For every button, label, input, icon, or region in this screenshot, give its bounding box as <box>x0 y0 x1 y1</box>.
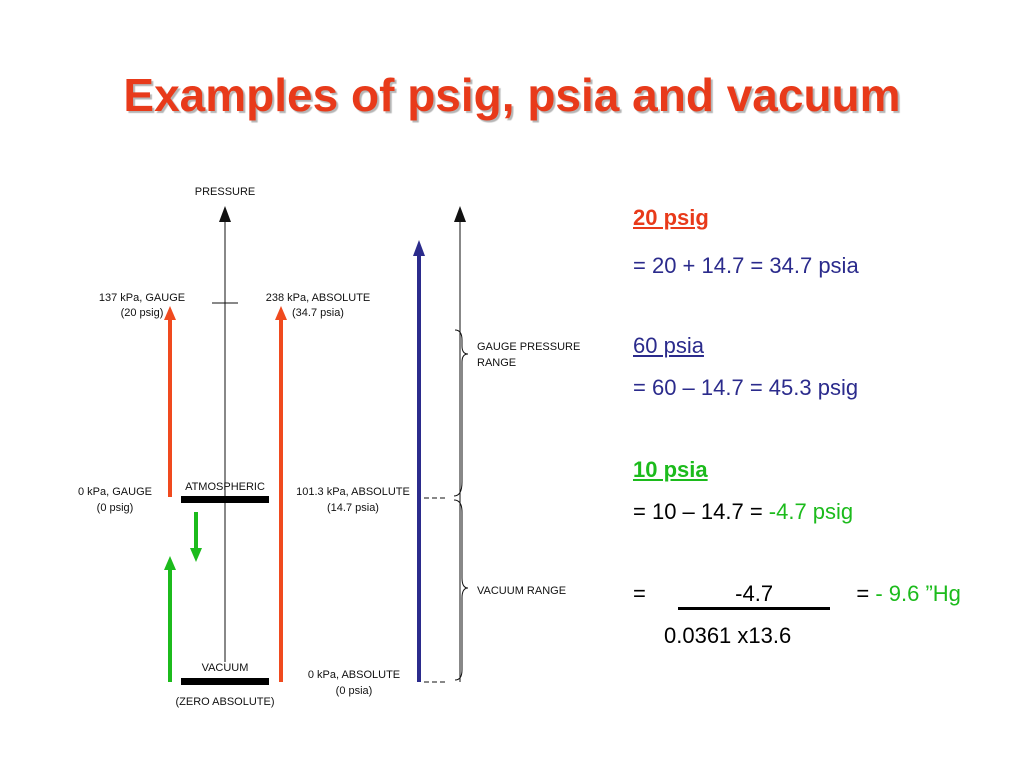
fraction-numerator: -4.7 <box>678 581 831 610</box>
abs-238-label: 238 kPa, ABSOLUTE <box>266 292 371 304</box>
gauge-range-label-2: RANGE <box>477 357 516 369</box>
fraction-denominator: 0.0361 x13.6 <box>664 623 792 648</box>
example-10-psia-calc-prefix: = 10 – 14.7 = <box>633 499 769 524</box>
example-20-psig-calc: = 20 + 14.7 = 34.7 psia <box>633 253 859 278</box>
green-down-arrowhead <box>190 548 202 562</box>
absolute-red-arrowhead <box>275 306 287 320</box>
slide-title: Examples of psig, psia and vacuum <box>123 69 901 121</box>
gauge-0-label: 0 kPa, GAUGE <box>78 486 152 498</box>
gauge-137-psig-label: (20 psig) <box>121 307 164 319</box>
gauge-range-brace <box>453 329 469 497</box>
green-up-arrowhead <box>164 556 176 570</box>
blue-arrowhead <box>413 240 425 256</box>
gauge-range-label: GAUGE PRESSURE <box>477 341 580 353</box>
vacuum-range-label: VACUUM RANGE <box>477 585 566 597</box>
abs-0-psia-label: (0 psia) <box>336 685 373 697</box>
abs-101-psia-label: (14.7 psia) <box>327 502 379 514</box>
zero-absolute-label: (ZERO ABSOLUTE) <box>175 696 274 708</box>
vacuum-bar <box>181 678 269 685</box>
example-60-psia-heading: 60 psia <box>633 333 704 358</box>
vacuum-range-brace <box>453 499 469 681</box>
abs-0-label: 0 kPa, ABSOLUTE <box>308 669 400 681</box>
atmospheric-bar <box>181 496 269 503</box>
pressure-label: PRESSURE <box>195 186 256 198</box>
fraction-result-equals: = <box>856 581 876 606</box>
gauge-red-arrowhead <box>164 306 176 320</box>
pressure-axis-arrowhead <box>219 206 231 222</box>
example-60-psia-calc: = 60 – 14.7 = 45.3 psig <box>633 375 859 400</box>
example-10-psia-calc-result: -4.7 psig <box>768 499 854 524</box>
fraction-equals: = <box>633 581 646 606</box>
gauge-0-psig-label: (0 psig) <box>97 502 134 514</box>
abs-238-psia-label: (34.7 psia) <box>292 307 344 319</box>
vacuum-label: VACUUM <box>202 662 249 674</box>
gauge-137-label: 137 kPa, GAUGE <box>99 292 185 304</box>
example-10-psia-heading: 10 psia <box>633 457 708 482</box>
right-axis-arrowhead <box>454 206 466 222</box>
abs-101-label: 101.3 kPa, ABSOLUTE <box>296 486 410 498</box>
fraction-result: - 9.6 ”Hg <box>875 581 961 606</box>
example-20-psig-heading: 20 psig <box>633 205 709 230</box>
example-10-psia-calc: = 10 – 14.7 = -4.7 psig <box>633 499 853 525</box>
atmospheric-label: ATMOSPHERIC <box>185 481 265 493</box>
fraction-line: = -4.7 = - 9.6 ”Hg <box>633 581 961 610</box>
